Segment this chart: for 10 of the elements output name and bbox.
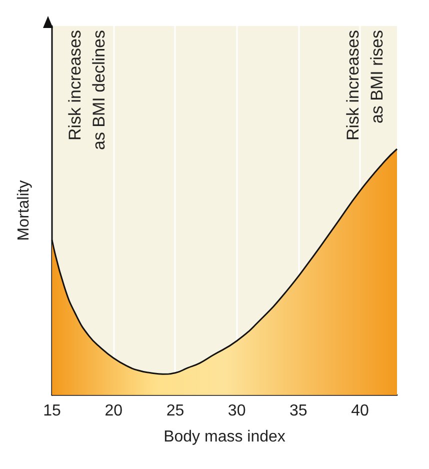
- x-tick-label: 15: [43, 402, 61, 420]
- x-tick-label: 35: [290, 402, 308, 420]
- annotation: Risk increases as BMI declines: [66, 30, 108, 150]
- x-tick-label: 30: [228, 402, 246, 420]
- text: Risk increases as BMI rises: [344, 30, 386, 141]
- x-tick-label: 40: [351, 402, 370, 420]
- x-tick-label: 20: [104, 402, 123, 420]
- x-axis-title: Body mass index: [164, 428, 286, 446]
- y-axis-title: Mortality: [16, 180, 32, 241]
- x-tick-label: 25: [166, 402, 184, 420]
